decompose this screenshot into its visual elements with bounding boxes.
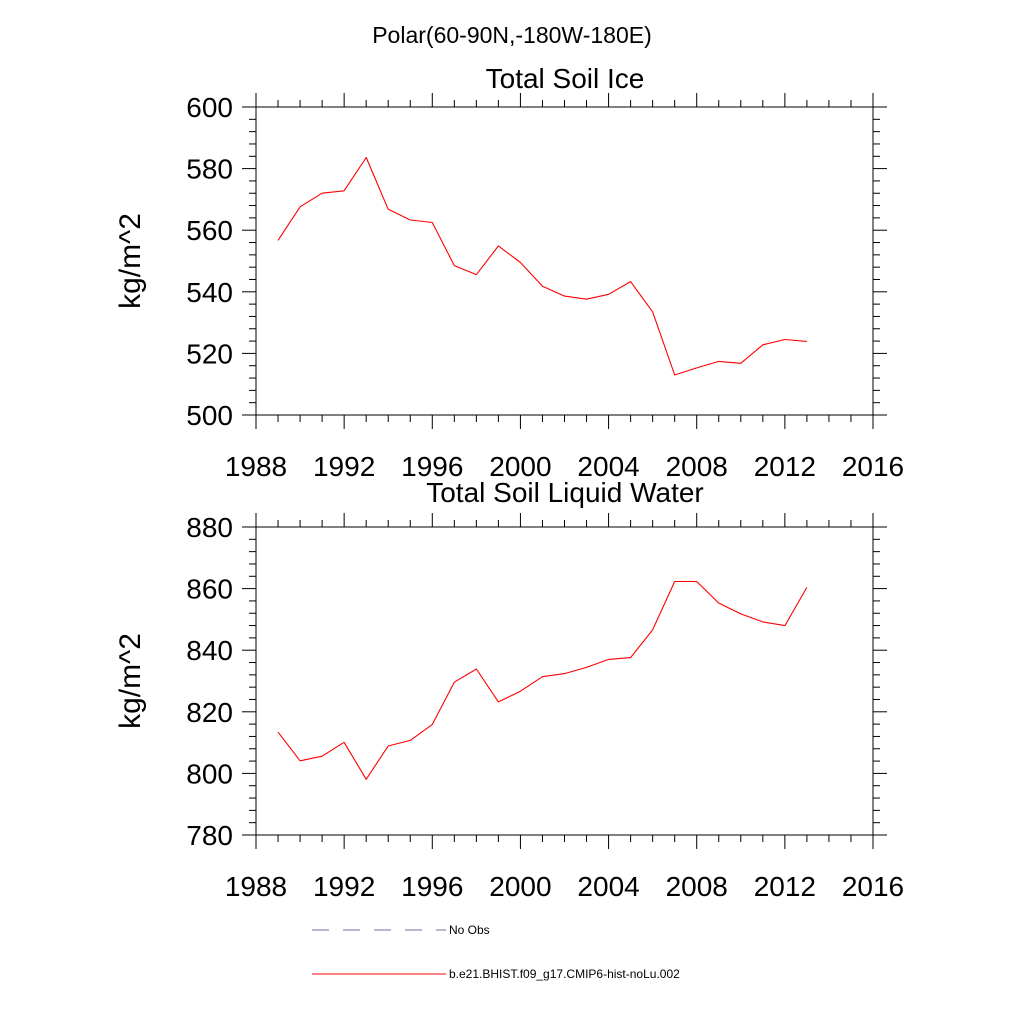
series-line: [277, 580, 808, 780]
y-tick-label: 860: [186, 574, 233, 605]
y-tick-label: 600: [186, 92, 233, 123]
legend-label-no-obs: No Obs: [449, 923, 490, 937]
x-tick-label: 2012: [754, 451, 816, 482]
x-tick-label: 1996: [401, 871, 463, 902]
y-axis-label: kg/m^2: [114, 633, 147, 729]
x-tick-label: 1992: [313, 451, 375, 482]
y-tick-label: 500: [186, 400, 233, 431]
plot-frame: [255, 526, 874, 836]
x-tick-label: 2016: [842, 871, 904, 902]
panel-title: Total Soil Liquid Water: [426, 477, 704, 508]
x-tick-label: 1992: [313, 871, 375, 902]
x-tick-label: 1996: [401, 451, 463, 482]
y-tick-label: 880: [186, 512, 233, 543]
x-tick-label: 2004: [577, 451, 639, 482]
panel-total-soil-ice: Total Soil Ice kg/m^2 1988 1992 1996 2000 20…: [114, 63, 904, 482]
x-tick-label: 1988: [225, 451, 287, 482]
y-tick-label: 520: [186, 338, 233, 369]
figure-title: Polar(60-90N,-180W-180E): [372, 22, 652, 48]
y-tick-label: 800: [186, 758, 233, 789]
x-tick-label: 1988: [225, 871, 287, 902]
legend: No Obs b.e21.BHIST.f09_g17.CMIP6-hist-no…: [312, 923, 680, 981]
y-axis-label: kg/m^2: [114, 213, 147, 309]
y-tick-label: 560: [186, 215, 233, 246]
x-tick-label: 2008: [666, 451, 728, 482]
x-tick-label: 2004: [577, 871, 639, 902]
panel-title: Total Soil Ice: [486, 63, 645, 94]
legend-label-model: b.e21.BHIST.f09_g17.CMIP6-hist-noLu.002: [449, 967, 680, 981]
plot-frame: [255, 106, 874, 416]
x-tick-label: 2008: [666, 871, 728, 902]
x-tick-label: 2016: [842, 451, 904, 482]
panel-total-soil-liquid-water: Total Soil Liquid Water kg/m^2 1988 1992 1…: [114, 477, 904, 902]
y-tick-label: 840: [186, 635, 233, 666]
y-tick-label: 820: [186, 697, 233, 728]
y-tick-label: 580: [186, 154, 233, 185]
x-tick-label: 2012: [754, 871, 816, 902]
x-tick-label: 2000: [489, 871, 551, 902]
series-line: [277, 156, 807, 376]
y-tick-label: 540: [186, 277, 233, 308]
y-tick-label: 780: [186, 820, 233, 851]
x-tick-label: 2000: [489, 451, 551, 482]
